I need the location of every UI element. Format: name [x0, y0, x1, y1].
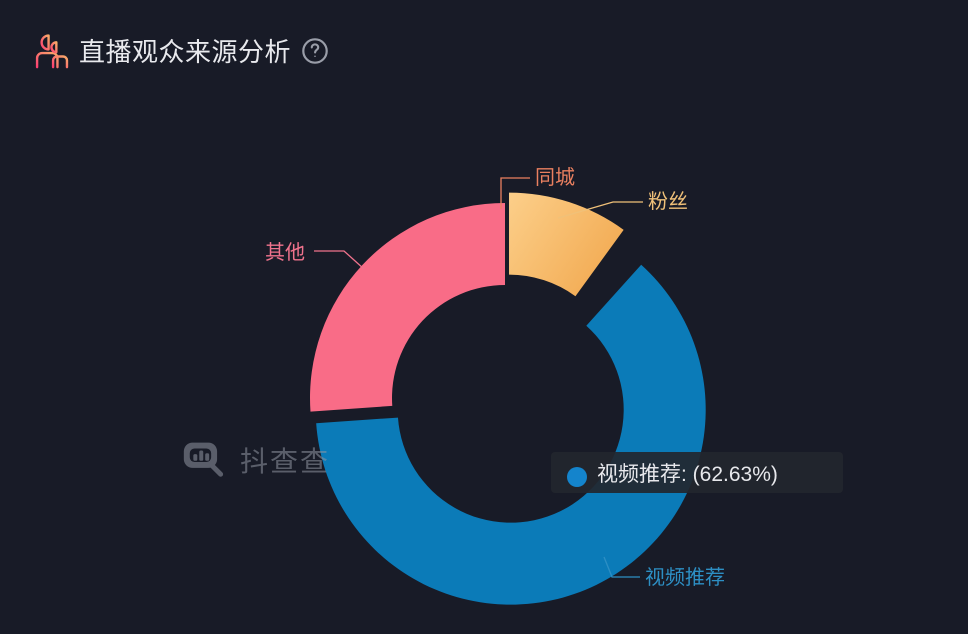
svg-text:同城: 同城 [535, 166, 575, 189]
svg-text:视频推荐: 视频推荐 [645, 566, 725, 589]
svg-text:其他: 其他 [265, 241, 305, 264]
svg-text:粉丝: 粉丝 [648, 190, 688, 213]
